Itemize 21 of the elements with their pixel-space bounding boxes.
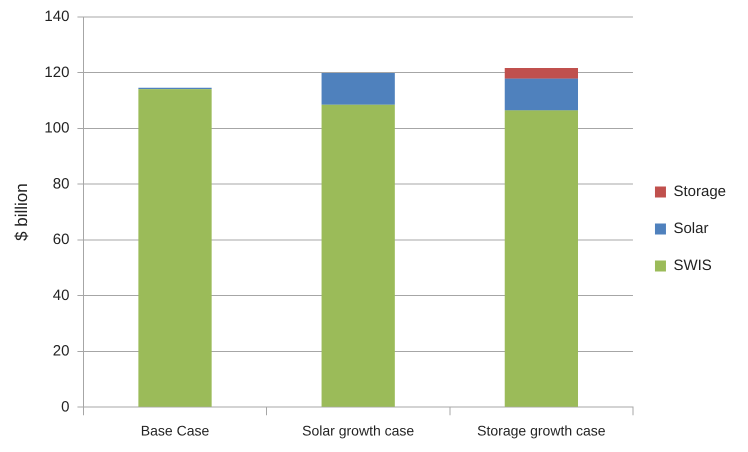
y-tick-label: 80 [52,175,70,192]
x-tick-label: Solar growth case [302,422,414,438]
bar [504,68,578,79]
y-tick-label: 40 [52,286,70,304]
legend-label: Storage [673,183,726,200]
legend-label: SWIS [673,257,712,274]
y-tick-label: 100 [44,120,70,137]
y-tick-label: 140 [44,8,70,26]
x-tick-label: Base Case [140,422,210,438]
bar [138,89,212,407]
bar [504,78,578,110]
y-tick-label: 120 [44,64,70,81]
y-tick-label: 60 [52,231,70,248]
y-tick-label: 20 [52,342,70,360]
y-tick-label: 0 [61,398,70,416]
bar [504,110,578,407]
bar [322,104,395,407]
x-tick-label: Storage growth case [477,422,606,438]
bar [322,73,395,105]
legend-label: Solar [673,220,708,238]
y-axis-title: $ billion [12,183,31,241]
